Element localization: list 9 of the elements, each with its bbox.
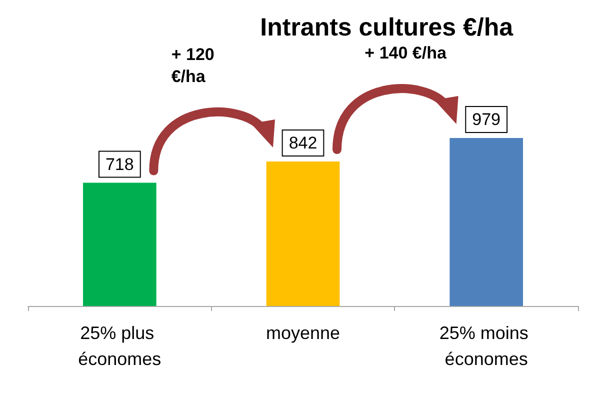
chart-title: Intrants cultures €/ha <box>260 14 514 42</box>
text: + 140 €/ha <box>364 44 447 62</box>
x-tick-label: 25% moins économes <box>439 323 534 369</box>
text: + 120 €/ha <box>171 45 220 86</box>
x-tick-label: moyenne <box>266 323 340 343</box>
data-label: 842 <box>288 134 318 153</box>
data-label: 718 <box>105 154 134 174</box>
data-label: 979 <box>472 110 501 129</box>
x-tick-label: 25% plus économes <box>78 323 162 369</box>
